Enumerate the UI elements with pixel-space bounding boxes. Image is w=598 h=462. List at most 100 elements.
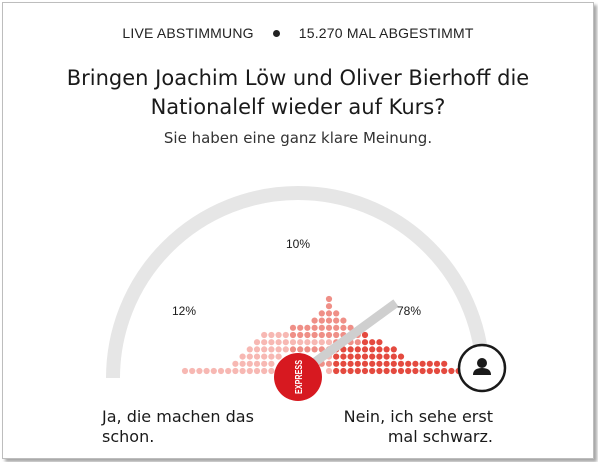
vote-dot [261,353,268,360]
vote-dot [347,324,354,331]
vote-dot [354,353,361,360]
vote-dot [340,317,347,324]
vote-dot [311,331,318,339]
vote-dot [419,367,426,375]
percent-right: 78% [397,304,421,318]
vote-gauge[interactable]: 12% 10% 78% EXPRESS [3,3,593,458]
vote-dot [289,339,297,346]
vote-dot [383,353,390,360]
vote-dot [333,310,340,317]
vote-dot [232,360,239,367]
vote-dot [433,367,441,375]
vote-dot [325,339,333,346]
vote-dot [340,353,347,360]
vote-dot [333,367,340,375]
vote-dot [325,303,333,310]
vote-dot [246,360,253,367]
vote-dot [282,346,289,353]
vote-dot [297,324,304,331]
vote-dot [318,339,325,346]
vote-dot [318,310,325,317]
vote-dot [405,367,412,375]
vote-dot [268,339,275,346]
answer-no-line-2: mal schwarz. [387,427,493,446]
vote-dot [325,310,333,317]
vote-dot [289,331,297,339]
percent-left: 12% [172,304,196,318]
poll-widget: LIVE ABSTIMMUNG 15.270 MAL ABGESTIMMT Br… [2,2,594,459]
vote-dot [282,331,289,339]
vote-handle[interactable] [457,343,507,393]
vote-dot [354,346,361,353]
vote-dot [239,367,246,375]
vote-dot [318,331,325,339]
vote-dot [361,339,369,346]
vote-dot [232,367,239,375]
vote-dot [361,360,369,367]
vote-dot [268,360,275,367]
vote-dot [318,317,325,324]
vote-dot [383,367,390,375]
vote-dot [304,346,311,353]
separator-dot [272,29,280,37]
vote-dot [390,360,397,367]
vote-dot [333,360,340,367]
vote-dot [325,324,333,331]
vote-dot [340,324,347,331]
vote-dot [325,360,333,367]
vote-dot [189,367,196,375]
vote-dots [181,295,491,375]
vote-dot [354,367,361,375]
vote-dot [361,353,369,360]
answer-no[interactable]: Nein, ich sehe erst mal schwarz. [321,407,493,447]
express-logo-text: EXPRESS [294,360,305,394]
vote-dot [376,346,383,353]
vote-dot [347,360,354,367]
vote-dot [311,324,318,331]
vote-dot [441,360,448,367]
vote-dot [268,353,275,360]
vote-dot [282,339,289,346]
vote-dot [311,317,318,324]
vote-dot [390,353,397,360]
vote-dot [275,339,282,346]
vote-dot [412,367,419,375]
vote-dot [333,353,340,360]
vote-dot [268,346,275,353]
vote-dot [361,367,369,375]
vote-dot [347,367,354,375]
question-line-1: Bringen Joachim Löw und Oliver Bierhoff … [66,66,530,90]
vote-dot [261,331,268,339]
vote-dot [261,339,268,346]
vote-dot [325,367,333,375]
vote-dot [369,339,376,346]
vote-dot [217,367,225,375]
answer-no-line-1: Nein, ich sehe erst [343,407,493,426]
vote-dot [325,317,333,324]
percent-middle: 10% [286,237,310,251]
vote-dot [261,367,268,375]
vote-dot [397,360,405,367]
vote-dot [297,331,304,339]
poll-question: Bringen Joachim Löw und Oliver Bierhoff … [3,64,593,122]
vote-dot [333,317,340,324]
vote-dot [246,353,253,360]
vote-dot [261,360,268,367]
vote-dot [361,331,369,339]
gauge-arc [106,186,490,379]
poll-subtitle: Sie haben eine ganz klare Meinung. [163,129,433,147]
live-label: LIVE ABSTIMMUNG [122,25,254,41]
vote-dot [253,367,261,375]
answer-yes[interactable]: Ja, die machen das schon. [102,407,282,447]
answer-yes-line-2: schon. [102,427,155,446]
vote-dot [246,346,253,353]
vote-dot [340,367,347,375]
vote-dot [412,360,419,367]
vote-dot [239,360,246,367]
vote-dot [390,367,397,375]
vote-dot [311,339,318,346]
vote-dot [369,360,376,367]
vote-dot [448,367,455,375]
vote-dot [289,346,297,353]
vote-dot [261,346,268,353]
